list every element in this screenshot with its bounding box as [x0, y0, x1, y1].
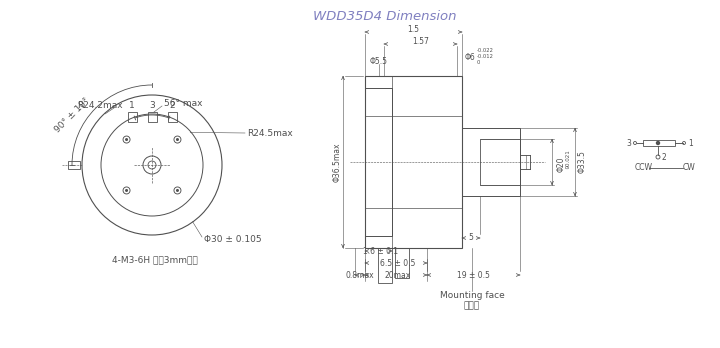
Text: 1: 1 [688, 139, 693, 148]
Bar [365, 88, 392, 236]
Text: 1.5: 1.5 [408, 25, 420, 34]
Circle shape [176, 190, 179, 191]
Bar [68, 161, 80, 169]
Text: 2: 2 [169, 102, 175, 111]
Circle shape [657, 142, 660, 144]
Text: R24.5max: R24.5max [247, 128, 293, 137]
Circle shape [176, 139, 179, 140]
Text: CW: CW [683, 164, 696, 173]
Text: Φ33.5: Φ33.5 [577, 151, 587, 173]
Text: -0.022: -0.022 [477, 48, 494, 54]
Bar [168, 112, 176, 122]
Text: 1.57: 1.57 [412, 38, 429, 47]
Bar [395, 248, 409, 278]
Text: 6.5 ± 0.5: 6.5 ± 0.5 [380, 259, 415, 268]
Text: 2: 2 [662, 152, 667, 161]
Text: Φ5.5: Φ5.5 [369, 56, 387, 65]
Text: 4-M3-6H 深度3mm以上: 4-M3-6H 深度3mm以上 [112, 255, 198, 264]
Circle shape [126, 190, 127, 191]
Text: 20max: 20max [385, 270, 411, 279]
Bar [462, 128, 520, 196]
Text: 56° max: 56° max [164, 98, 202, 108]
Text: R24.2max: R24.2max [77, 101, 123, 110]
Bar [378, 248, 392, 283]
Bar [643, 140, 675, 146]
Bar [365, 76, 462, 248]
Text: WDD35D4 Dimension: WDD35D4 Dimension [313, 9, 456, 23]
Text: -0.021: -0.021 [566, 149, 571, 167]
Text: -0.012: -0.012 [477, 55, 494, 60]
Text: Φ36.5max: Φ36.5max [333, 142, 341, 182]
Text: CCW: CCW [635, 164, 653, 173]
Text: Mounting face: Mounting face [440, 292, 505, 301]
Text: Φ6: Φ6 [464, 54, 475, 63]
Bar [480, 139, 520, 185]
Text: 安装面: 安装面 [464, 301, 480, 310]
Text: 19 ± 0.5: 19 ± 0.5 [457, 270, 490, 279]
Text: 0: 0 [566, 165, 571, 172]
Text: 0: 0 [477, 61, 480, 65]
Text: 90° ± 10°: 90° ± 10° [53, 96, 91, 134]
Text: 1: 1 [129, 102, 135, 111]
Text: 0.8max: 0.8max [346, 270, 374, 279]
Bar [127, 112, 137, 122]
Text: Φ30 ± 0.105: Φ30 ± 0.105 [204, 236, 261, 245]
Text: 5: 5 [469, 234, 474, 243]
Text: 3: 3 [626, 139, 631, 148]
Text: 3: 3 [149, 102, 155, 111]
Circle shape [126, 139, 127, 140]
Text: 1.6 ± 0.1: 1.6 ± 0.1 [363, 246, 398, 255]
Bar [148, 112, 156, 122]
Text: Φ20: Φ20 [557, 156, 566, 172]
